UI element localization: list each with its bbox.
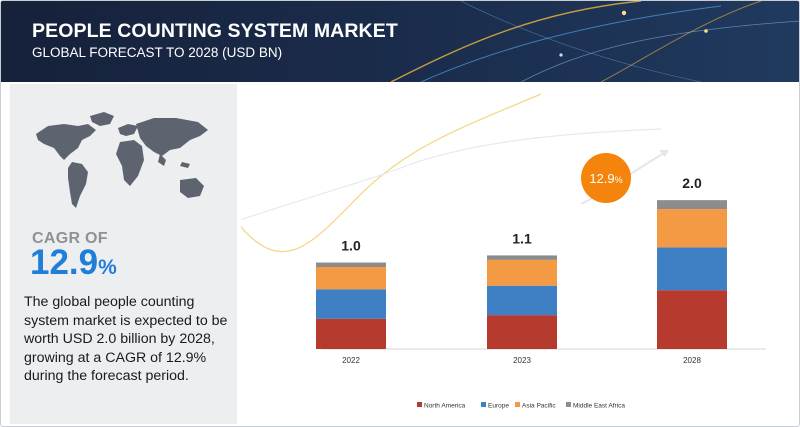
header-banner: PEOPLE COUNTING SYSTEM MARKET GLOBAL FOR… <box>1 1 799 82</box>
page-title: PEOPLE COUNTING SYSTEM MARKET <box>32 20 398 42</box>
legend-swatch-europe <box>481 402 486 407</box>
x-tick-2028: 2028 <box>683 356 701 365</box>
legend-label-europe: Europe <box>488 403 509 410</box>
cagr-unit: % <box>98 256 117 279</box>
cagr-badge-value: 12.9 <box>589 171 614 186</box>
cagr-badge-unit: % <box>615 175 623 185</box>
legend-label-middle-east-africa: Middle East Africa <box>573 403 625 410</box>
chart-area: 1.0 2022 1.1 2023 2.0 2028 12.9% North America E… <box>241 84 797 424</box>
legend-swatch-north-america <box>417 402 422 407</box>
world-map-icon <box>36 112 208 208</box>
cagr-label: CAGR OF <box>32 230 108 247</box>
cagr-badge <box>581 153 631 203</box>
trend-arrow-head <box>659 150 669 157</box>
summary-panel: CAGR OF 12.9% The global people counting… <box>10 84 237 424</box>
legend-label-north-america: North America <box>424 403 466 410</box>
bar-2022-middle-east-africa <box>316 262 386 267</box>
x-tick-2022: 2022 <box>342 356 360 365</box>
cagr-value: 12.9% <box>30 243 117 283</box>
decorative-growth-curve <box>241 93 542 253</box>
bar-2023-europe <box>487 285 557 316</box>
page-subtitle: GLOBAL FORECAST TO 2028 (USD BN) <box>32 45 283 60</box>
bar-2028-middle-east-africa <box>657 200 727 210</box>
bar-2022-asia-pacific <box>316 267 386 290</box>
x-tick-2023: 2023 <box>513 356 531 365</box>
legend-swatch-asia-pacific <box>515 402 520 407</box>
bar-2023-north-america <box>487 315 557 349</box>
legend-label-asia-pacific: Asia Pacific <box>522 403 556 410</box>
header-background-lines <box>1 1 799 82</box>
total-label-2022: 1.0 <box>341 238 361 254</box>
bar-2022-north-america <box>316 318 386 349</box>
bar-2028-north-america <box>657 290 727 349</box>
bar-2028-asia-pacific <box>657 209 727 248</box>
cagr-number: 12.9 <box>30 243 99 282</box>
decorative-background-curve <box>241 128 662 221</box>
bar-2022-europe <box>316 289 386 319</box>
cagr-badge-label: 12.9% <box>589 171 622 186</box>
total-label-2028: 2.0 <box>682 175 702 191</box>
stacked-bar-chart: 1.0 2022 1.1 2023 2.0 2028 12.9% North America E… <box>241 93 766 410</box>
bar-2023-middle-east-africa <box>487 255 557 260</box>
bar-2028-europe <box>657 247 727 291</box>
market-description: The global people counting system market… <box>24 294 228 384</box>
legend-swatch-middle-east-africa <box>566 402 571 407</box>
total-label-2023: 1.1 <box>512 230 532 246</box>
bar-2023-asia-pacific <box>487 259 557 286</box>
